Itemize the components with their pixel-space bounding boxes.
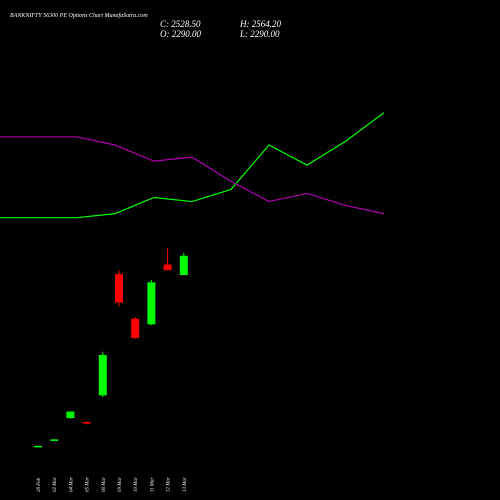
candle-body — [131, 318, 140, 339]
line-series-1 — [0, 112, 385, 219]
x-tick-label: 13 Mar — [183, 477, 188, 492]
candle-body — [98, 355, 107, 396]
x-tick-label: 26 Feb — [37, 477, 42, 492]
open-value: O: 2290.00 — [160, 29, 201, 39]
x-tick-label: 04 Mar — [69, 477, 74, 492]
x-tick-label: 09 Mar — [118, 477, 123, 492]
candle-body — [50, 439, 59, 441]
candles — [34, 248, 188, 448]
low-value: L: 2290.00 — [239, 29, 280, 39]
x-axis-ticks: 26 Feb 02 Mar 04 Mar 05 Mar 06 Mar 09 Mar 10 M… — [37, 477, 188, 492]
candle-body — [147, 282, 156, 325]
indicator-lines — [0, 112, 385, 219]
candle-body — [66, 411, 75, 418]
candle — [34, 445, 42, 448]
candle — [115, 270, 123, 307]
x-tick-label: 10 Mar — [134, 477, 139, 492]
candle — [147, 279, 156, 326]
candle — [131, 317, 140, 339]
candle — [82, 421, 91, 425]
candle-body — [115, 274, 123, 303]
candle — [179, 252, 188, 276]
candle — [50, 439, 59, 441]
candle-body — [82, 422, 91, 424]
candle-body — [179, 255, 188, 276]
x-tick-label: 06 Mar — [102, 477, 107, 492]
high-value: H: 2564.20 — [239, 19, 281, 29]
x-tick-label: 11 Mar — [150, 477, 155, 492]
line-series-2 — [0, 136, 385, 215]
candle — [98, 351, 107, 397]
close-value: C: 2528.50 — [160, 19, 201, 29]
chart-title: BANKNIFTY 56300 PE Options Chart MunafaS… — [10, 12, 148, 19]
candle — [66, 411, 75, 419]
x-tick-label: 02 Mar — [53, 477, 58, 492]
candle-body — [34, 445, 42, 448]
x-tick-label: 05 Mar — [86, 477, 91, 492]
candle-body — [163, 264, 172, 271]
x-tick-label: 12 Mar — [167, 477, 172, 492]
candle — [163, 248, 172, 271]
